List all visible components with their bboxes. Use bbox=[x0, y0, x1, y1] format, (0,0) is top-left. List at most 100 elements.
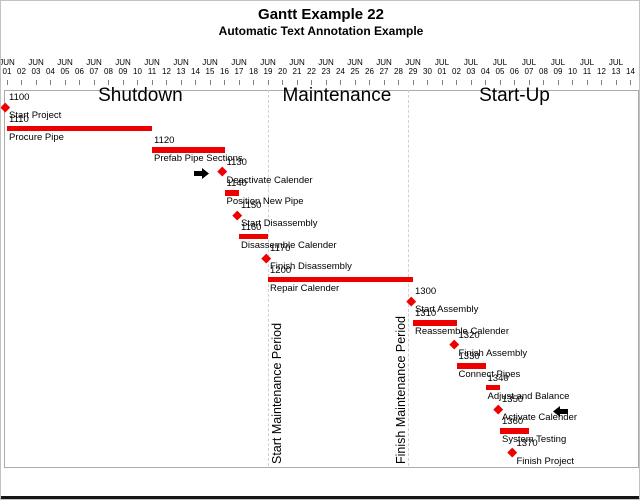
axis-label: JUL 03 bbox=[463, 58, 479, 76]
task-name-label: Connect Pipes bbox=[458, 369, 521, 381]
task-id-label: 1120 bbox=[154, 135, 175, 147]
axis-tick bbox=[601, 80, 602, 85]
task-id-label: 1320 bbox=[458, 329, 480, 341]
axis-label: 16 bbox=[220, 67, 229, 76]
axis-label: 08 bbox=[539, 67, 548, 76]
axis-tick bbox=[543, 80, 544, 85]
axis-label: JUL 07 bbox=[521, 58, 537, 76]
axis-tick bbox=[340, 80, 341, 85]
task-id-label: 1370 bbox=[516, 437, 538, 449]
phase-label-start-up: Start-Up bbox=[479, 85, 550, 106]
axis-tick bbox=[137, 80, 138, 85]
axis-label: JUL 13 bbox=[608, 58, 624, 76]
arrow-right-icon bbox=[193, 168, 209, 180]
axis-tick bbox=[122, 80, 124, 85]
axis-label: 10 bbox=[133, 67, 142, 76]
axis-label: JUN 27 bbox=[376, 58, 392, 76]
plot-border bbox=[4, 90, 639, 468]
task-bar-1110 bbox=[7, 125, 152, 132]
task-id-label: 1130 bbox=[226, 156, 247, 168]
task-name-label: Reassemble Calender bbox=[415, 326, 509, 337]
axis-tick bbox=[224, 80, 225, 85]
axis-label: 02 bbox=[17, 67, 26, 76]
task-bar-1360 bbox=[500, 428, 529, 434]
chart-title: Gantt Example 22 bbox=[258, 6, 384, 23]
task-bar-1340 bbox=[485, 384, 500, 391]
task-name-label: Disassemble Calender bbox=[241, 239, 337, 251]
axis-label: JUL 11 bbox=[579, 58, 595, 76]
task-name-label: Repair Calender bbox=[270, 282, 340, 294]
axis-label: JUN 09 bbox=[115, 58, 131, 76]
axis-tick bbox=[470, 80, 472, 85]
axis-label: JUN 01 bbox=[0, 58, 15, 76]
reference-line-label: Start Maintenance Period bbox=[270, 322, 284, 464]
axis-tick bbox=[369, 80, 370, 85]
axis-label: JUN 25 bbox=[347, 58, 363, 76]
axis-label: JUN 05 bbox=[57, 58, 73, 76]
axis-tick bbox=[166, 80, 167, 85]
reference-line-label: Finish Maintenance Period bbox=[393, 316, 408, 464]
task-id-label: 1110 bbox=[9, 113, 29, 125]
axis-tick bbox=[209, 80, 211, 85]
axis-label: 24 bbox=[336, 67, 345, 76]
annotation-arrow bbox=[193, 166, 209, 180]
axis-label: JUN 11 bbox=[144, 58, 160, 76]
axis-tick bbox=[485, 80, 486, 85]
task-id-label: 1150 bbox=[241, 200, 262, 211]
axis-tick bbox=[21, 80, 22, 85]
axis-tick bbox=[296, 80, 298, 85]
task-name-label: Finish Disassembly bbox=[270, 261, 352, 273]
axis-label: 08 bbox=[104, 67, 113, 76]
phase-label-shutdown: Shutdown bbox=[98, 85, 183, 106]
axis-tick bbox=[528, 80, 530, 85]
axis-label: 12 bbox=[162, 67, 171, 76]
task-id-label: 1140 bbox=[226, 178, 247, 190]
task-id-label: 1100 bbox=[9, 92, 30, 103]
axis-label: JUN 03 bbox=[28, 58, 44, 76]
axis-label: JUN 19 bbox=[260, 58, 276, 76]
axis-tick bbox=[79, 80, 80, 85]
annotation-arrow bbox=[552, 404, 568, 417]
task-name-label: Start Disassembly bbox=[241, 218, 318, 229]
axis-tick bbox=[151, 80, 153, 85]
axis-label: JUL 01 bbox=[434, 58, 450, 76]
axis-label: 04 bbox=[46, 67, 55, 76]
phase-label-maintenance: Maintenance bbox=[282, 85, 392, 106]
axis-tick bbox=[253, 80, 254, 85]
axis-label: JUN 17 bbox=[231, 58, 247, 76]
task-id-label: 1200 bbox=[270, 264, 292, 276]
axis-label: 26 bbox=[365, 67, 374, 76]
axis-tick bbox=[35, 80, 37, 85]
axis-tick bbox=[311, 80, 312, 85]
axis-label: JUN 29 bbox=[405, 58, 421, 76]
axis-tick bbox=[615, 80, 617, 85]
axis-tick bbox=[267, 80, 269, 85]
axis-label: 12 bbox=[597, 67, 606, 76]
axis-label: JUN 15 bbox=[202, 58, 218, 76]
task-name-label: Position New Pipe bbox=[226, 196, 304, 208]
axis-label: 06 bbox=[510, 67, 519, 76]
axis-label: JUN 07 bbox=[86, 58, 102, 76]
axis-tick bbox=[50, 80, 51, 85]
axis-tick bbox=[499, 80, 501, 85]
task-id-label: 1360 bbox=[502, 416, 524, 427]
task-id-label: 1350 bbox=[502, 394, 524, 406]
task-bar-1200 bbox=[268, 276, 413, 283]
axis-label: JUN 23 bbox=[318, 58, 334, 76]
axis-tick bbox=[441, 80, 443, 85]
arrow-left-icon bbox=[552, 405, 568, 417]
task-name-label: Finish Assembly bbox=[458, 347, 528, 359]
chart-subtitle: Automatic Text Annotation Example bbox=[218, 24, 424, 38]
task-name-label: Adjust and Balance bbox=[487, 390, 570, 402]
axis-tick bbox=[427, 80, 428, 85]
axis-label: 04 bbox=[481, 67, 490, 76]
axis-label: 20 bbox=[278, 67, 287, 76]
task-name-label: Prefab Pipe Sections bbox=[154, 153, 243, 165]
axis-tick bbox=[93, 80, 95, 85]
task-name-label: Start Assembly bbox=[415, 304, 479, 316]
axis-tick bbox=[557, 80, 559, 85]
axis-tick bbox=[456, 80, 457, 85]
task-bar-1140 bbox=[224, 190, 239, 196]
axis-label: JUN 21 bbox=[289, 58, 305, 76]
